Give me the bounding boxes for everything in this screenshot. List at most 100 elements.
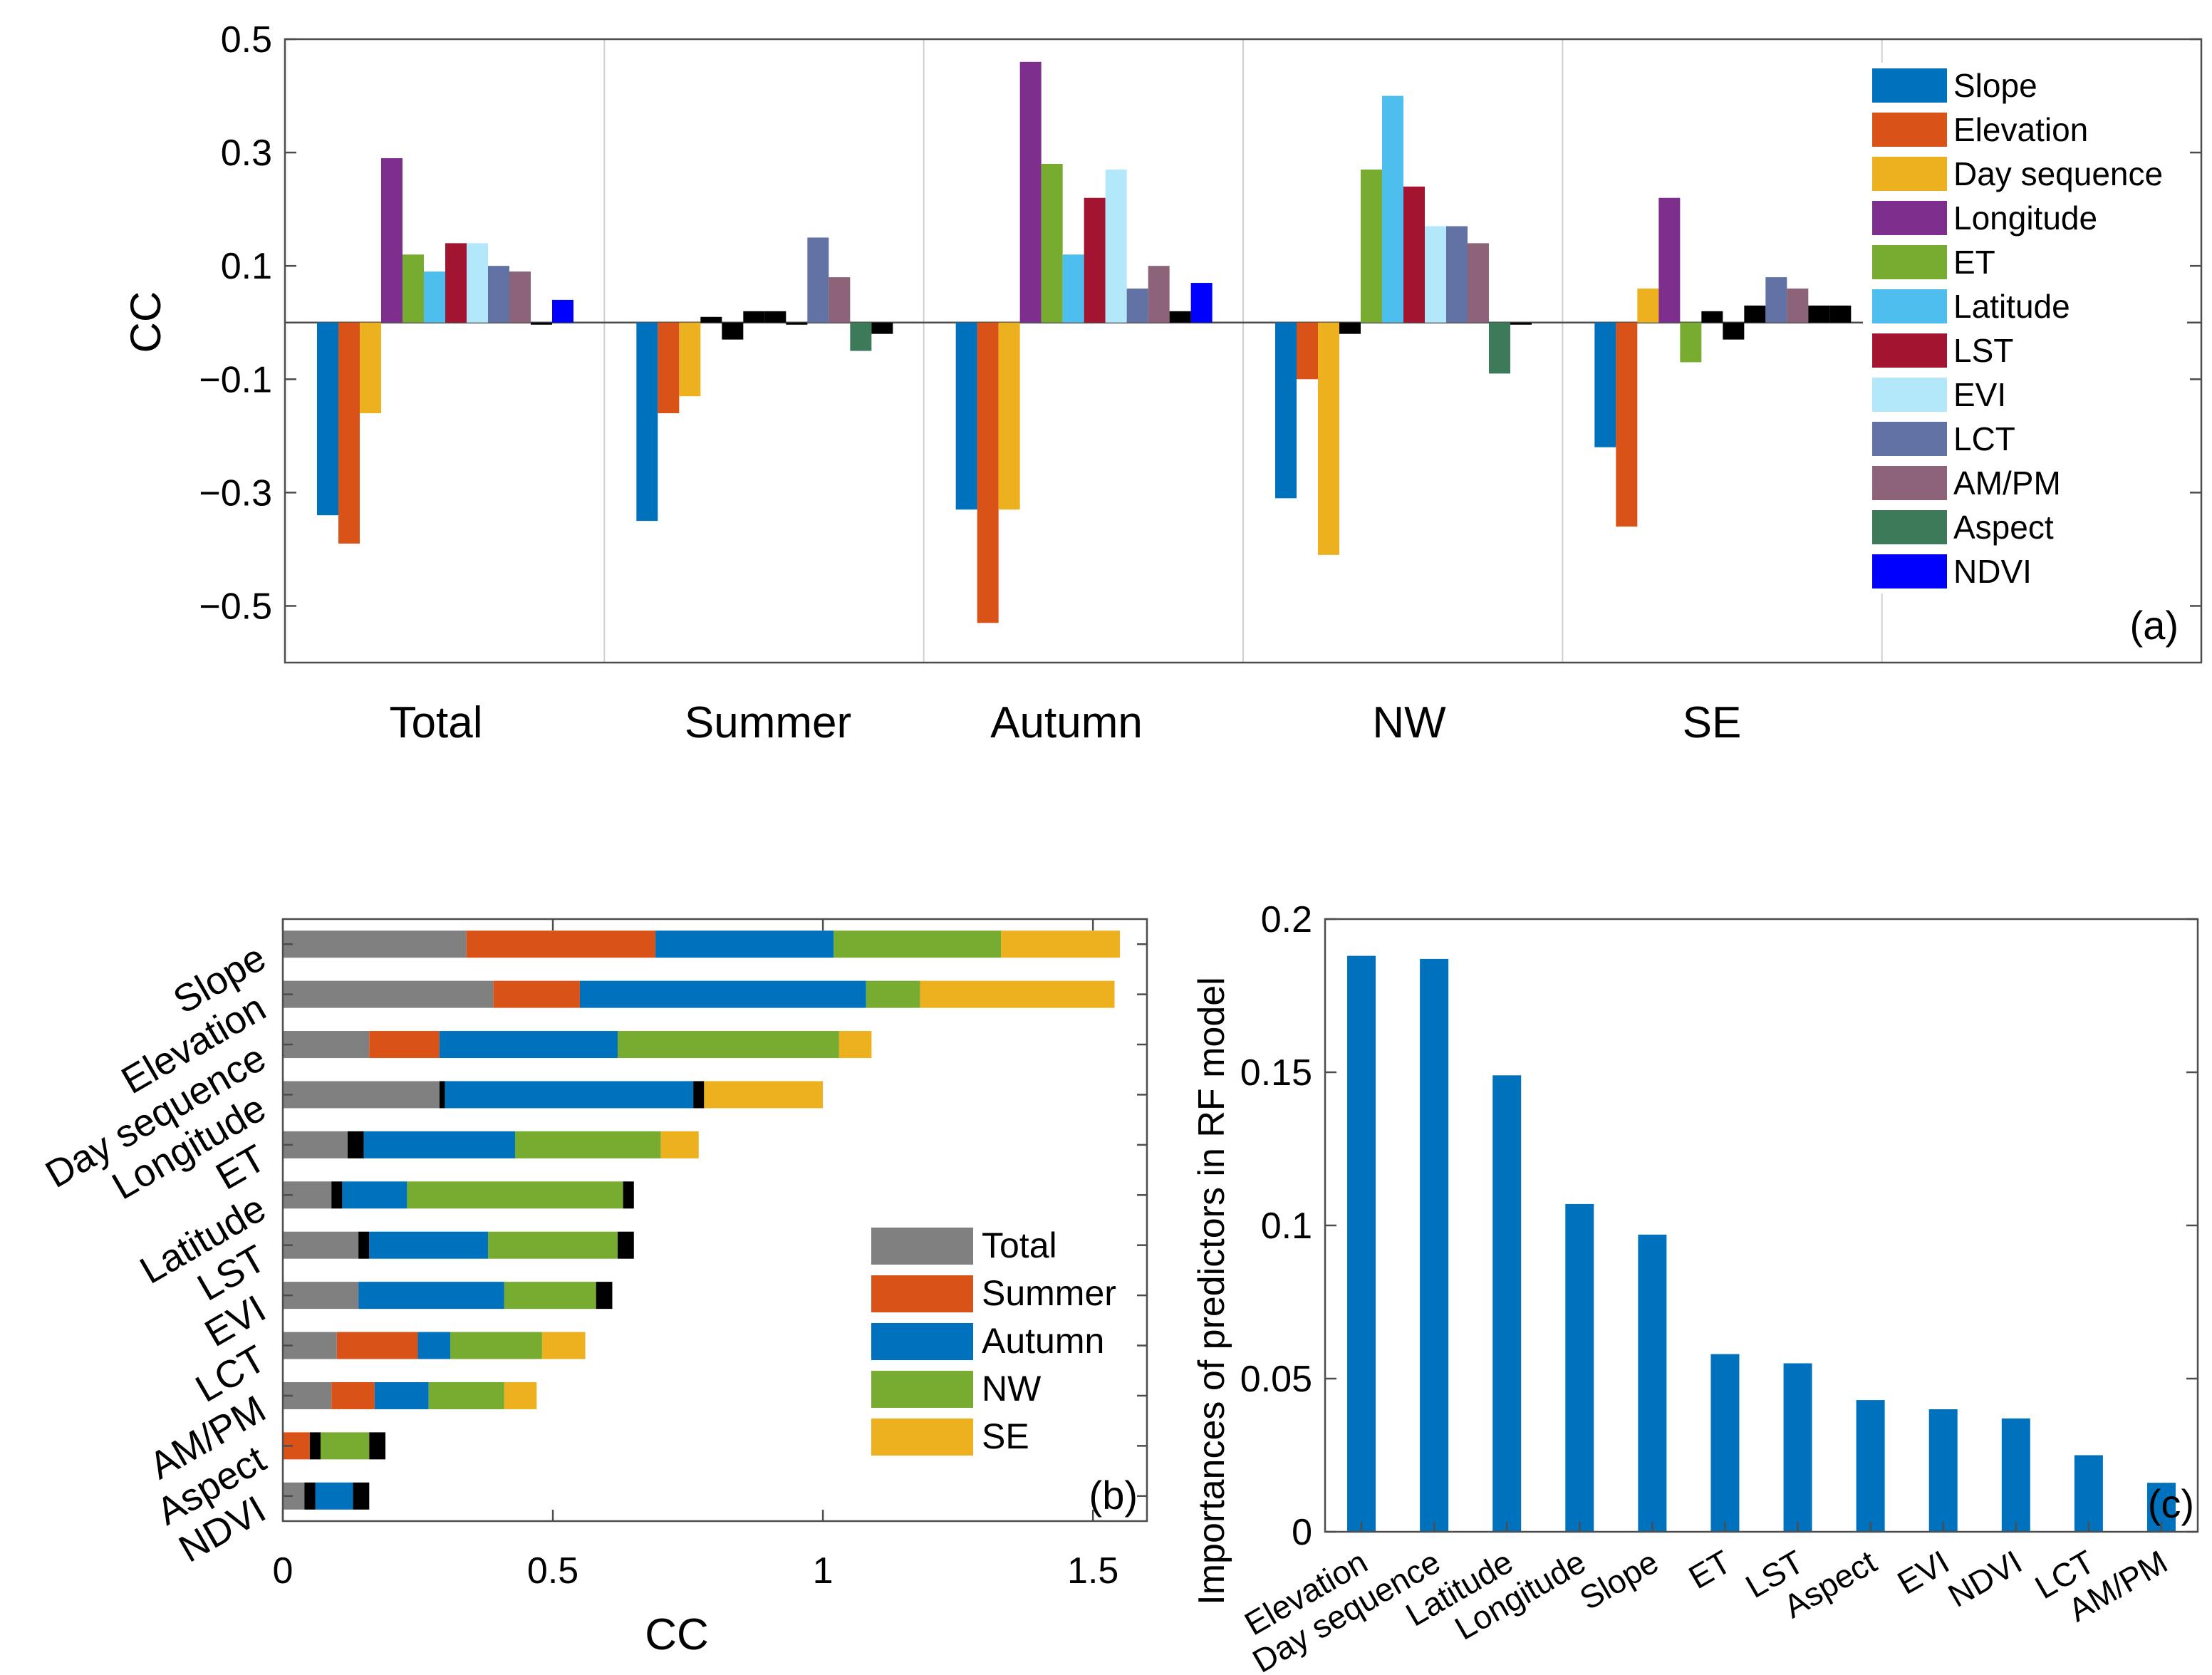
y-axis-label: CC — [122, 291, 170, 353]
bar-longitude-total — [283, 1081, 440, 1109]
bar-am-pm-summer — [331, 1381, 375, 1409]
bar-latitude-autumn — [342, 1181, 407, 1209]
legend-swatch-ndvi — [1872, 554, 1947, 588]
bar-elevation-nw — [866, 980, 920, 1008]
group-label-se: SE — [1683, 698, 1742, 747]
bar-ndvi-se — [1829, 305, 1852, 323]
bar-evi — [1928, 1409, 1958, 1532]
bar-day-sequence — [1420, 958, 1449, 1532]
bar-ndvi — [2001, 1418, 2030, 1532]
bar-lst-se — [618, 1231, 634, 1259]
bar-lct-total — [488, 266, 509, 323]
y-tick-label: −0.5 — [199, 586, 272, 627]
y-tick-label: 0.05 — [1240, 1359, 1312, 1400]
legend-swatch-total — [871, 1228, 973, 1265]
bar-lct-nw — [450, 1332, 542, 1359]
y-tick-label: −0.1 — [199, 359, 272, 400]
legend-label-autumn: Autumn — [982, 1321, 1104, 1361]
legend-label-nw: NW — [982, 1369, 1042, 1409]
y-axis-label: Importances of predictors in RF model — [1191, 977, 1232, 1604]
bar-ndvi-autumn — [1190, 283, 1213, 323]
bar-ndvi-nw — [1510, 322, 1532, 325]
bar-day-sequence-summer — [369, 1031, 440, 1059]
bar-elevation-autumn — [579, 980, 866, 1008]
bar-evi-total — [467, 243, 488, 323]
category-label-ndvi: NDVI — [1942, 1543, 2028, 1614]
bar-am-pm-nw — [428, 1381, 504, 1409]
bar-day-sequence-se — [838, 1031, 872, 1059]
bar-slope — [1638, 1234, 1667, 1532]
bar-ndvi-autumn — [315, 1482, 353, 1510]
bar-elevation-summer — [658, 322, 680, 413]
bar-aspect-nw — [1489, 322, 1510, 374]
legend-swatch-slope — [1872, 68, 1947, 103]
bar-ndvi-total — [552, 299, 573, 323]
bar-et-total — [283, 1131, 348, 1158]
y-tick-label: 0.5 — [221, 19, 272, 61]
bar-latitude-nw — [1382, 95, 1403, 323]
bar-latitude-summer — [743, 311, 765, 323]
bar-am-pm-nw — [1468, 243, 1489, 323]
bar-et-summer — [722, 322, 744, 340]
legend-swatch-elevation — [1872, 113, 1947, 147]
bar-aspect-se — [369, 1432, 386, 1460]
bar-elevation-total — [283, 980, 494, 1008]
bar-elevation-autumn — [977, 322, 999, 623]
bar-slope-summer — [636, 322, 658, 522]
group-label-nw: NW — [1372, 698, 1446, 747]
bar-am-pm-se — [504, 1381, 537, 1409]
bar-et-total — [403, 254, 424, 323]
bar-day-sequence-total — [283, 1031, 370, 1059]
bar-aspect-summer — [850, 322, 872, 351]
legend-swatch-longitude — [1872, 201, 1947, 235]
legend-swatch-autumn — [871, 1323, 973, 1360]
legend-swatch-aspect — [1872, 510, 1947, 544]
legend-swatch-latitude — [1872, 289, 1947, 323]
bar-day-sequence-autumn — [439, 1031, 618, 1059]
bar-lct-se — [541, 1332, 586, 1359]
bar-latitude-total — [424, 271, 445, 323]
bar-evi-total — [283, 1282, 359, 1310]
bar-evi-nw — [1425, 226, 1446, 323]
bar-et-nw — [514, 1131, 661, 1158]
bar-slope-nw — [834, 930, 1002, 958]
bar-lct-autumn — [417, 1332, 451, 1359]
bar-am-pm-se — [1787, 289, 1809, 323]
bar-evi-se — [1744, 305, 1766, 323]
bar-evi-autumn — [1105, 169, 1127, 323]
axes-box-b — [281, 918, 1148, 1523]
axes-box-c — [1324, 918, 2199, 1533]
bar-lst-autumn — [1084, 197, 1106, 323]
x-axis-label: CC — [645, 1610, 709, 1659]
bar-et-autumn — [1041, 164, 1063, 323]
bar-am-pm-autumn — [374, 1381, 429, 1409]
bar-et-se — [660, 1131, 699, 1158]
bar-latitude-se — [623, 1181, 634, 1209]
panel-label-c: (c) — [2148, 1481, 2194, 1526]
bar-elevation-se — [1616, 322, 1638, 527]
bar-lst — [1783, 1363, 1812, 1532]
legend-label-am-pm: AM/PM — [1953, 465, 2061, 502]
bar-aspect — [1856, 1400, 1885, 1532]
bar-slope-total — [283, 930, 467, 958]
bar-evi-summer — [786, 322, 808, 325]
legend-label-day-sequence: Day sequence — [1953, 155, 2163, 192]
legend-swatch-summer — [871, 1275, 973, 1312]
group-label-autumn: Autumn — [990, 698, 1143, 747]
bar-lct-autumn — [1126, 289, 1148, 323]
bar-longitude-se — [1658, 197, 1681, 323]
legend-swatch-lct — [1872, 422, 1947, 456]
y-tick-label: 0.15 — [1240, 1052, 1312, 1094]
legend-swatch-nw — [871, 1371, 973, 1408]
bar-et-se — [1680, 322, 1702, 363]
legend-label-summer: Summer — [982, 1273, 1116, 1313]
bar-slope-autumn — [955, 322, 977, 510]
y-tick-label: 0.2 — [1261, 899, 1312, 940]
y-tick-label: 0 — [1292, 1512, 1312, 1553]
bar-latitude-autumn — [1062, 254, 1084, 323]
legend-label-slope: Slope — [1953, 67, 2037, 104]
bar-ndvi-se — [353, 1482, 370, 1510]
